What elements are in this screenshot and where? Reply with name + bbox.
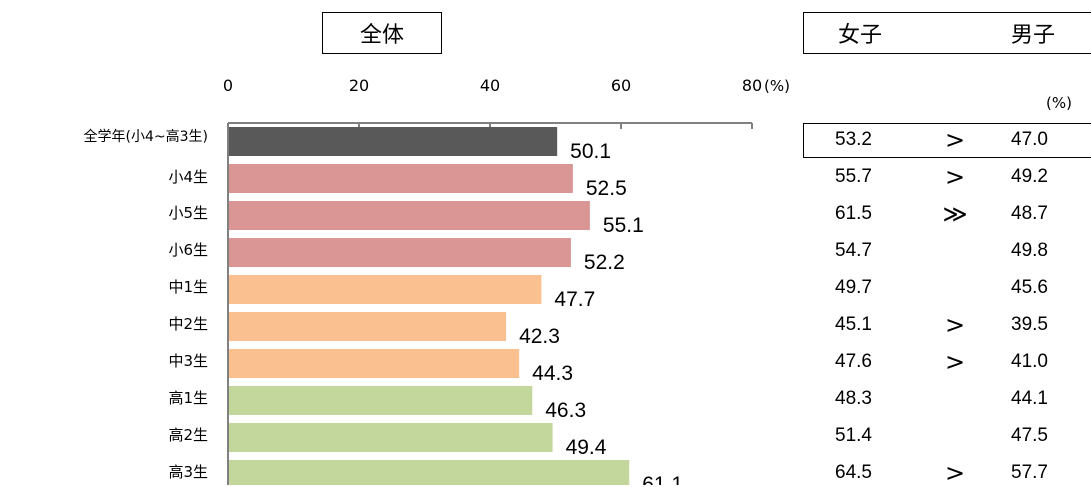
bar — [229, 386, 533, 415]
category-label: 小4生 — [168, 168, 208, 186]
bar — [229, 423, 553, 452]
overall-header-label: 全体 — [359, 23, 404, 48]
category-label: 高1生 — [168, 389, 208, 407]
boys-value: 45.6 — [1011, 277, 1048, 298]
bar-layer — [229, 127, 630, 485]
category-label: 小5生 — [168, 204, 208, 222]
girls-value: 49.7 — [835, 277, 872, 298]
girls-header-label: 女子 — [838, 23, 883, 48]
bar-value-label: 47.7 — [554, 288, 595, 311]
boys-value: 44.1 — [1011, 388, 1048, 409]
boys-value: 57.7 — [1011, 462, 1048, 483]
bar-value-label: 61.1 — [642, 473, 683, 485]
overall-header: 全体 — [322, 12, 442, 54]
comparison-symbol: > — [944, 126, 966, 154]
girls-value: 64.5 — [835, 462, 872, 483]
category-label: 中2生 — [168, 315, 208, 333]
category-label: 中3生 — [168, 352, 208, 370]
value-label-layer: 50.1 52.5 55.1 52.2 47.7 42.3 44.3 46.3 49.4 61.1 — [519, 140, 683, 485]
bar-value-label: 52.2 — [584, 251, 625, 274]
bar-value-label: 46.3 — [545, 399, 586, 422]
axis-tick-label-20: 20 — [348, 76, 370, 95]
category-label: 全学年(小4~高3生) — [83, 129, 208, 145]
bar-value-label: 52.5 — [586, 177, 627, 200]
boys-value: 48.7 — [1011, 203, 1048, 224]
girls-value: 51.4 — [835, 425, 872, 446]
boys-value: 49.8 — [1011, 240, 1048, 261]
bar-value-label: 49.4 — [566, 436, 607, 459]
comparison-table-first-row-box — [803, 123, 1091, 158]
axis-tick-label-80: 80 — [741, 76, 763, 95]
axis-tick-label-60: 60 — [610, 76, 632, 95]
comparison-symbol: ≫ — [942, 200, 968, 228]
bar-value-label: 50.1 — [570, 140, 611, 163]
axis-unit-label: (%) — [764, 77, 790, 95]
bar — [229, 349, 520, 378]
bar-value-label: 42.3 — [519, 325, 560, 348]
gender-header: 女子 男子 — [803, 12, 1091, 54]
category-label: 中1生 — [168, 278, 208, 296]
girls-value: 45.1 — [835, 314, 872, 335]
girls-value: 53.2 — [835, 129, 872, 150]
comparison-symbol: > — [944, 311, 966, 339]
category-label: 高2生 — [168, 426, 208, 444]
comparison-symbol: > — [944, 163, 966, 191]
bar — [229, 275, 542, 304]
boys-value: 41.0 — [1011, 351, 1048, 372]
bar — [229, 127, 558, 156]
boys-header-label: 男子 — [1011, 23, 1056, 48]
girls-value: 54.7 — [835, 240, 872, 261]
comparison-symbol: > — [944, 459, 966, 487]
bar — [229, 460, 630, 485]
bar-value-label: 55.1 — [603, 214, 644, 237]
boys-value: 49.2 — [1011, 166, 1048, 187]
bar-value-label: 44.3 — [532, 362, 573, 385]
girls-value: 55.7 — [835, 166, 872, 187]
axis-tick-label-0: 0 — [222, 76, 234, 95]
girls-value: 48.3 — [835, 388, 872, 409]
boys-value: 47.0 — [1011, 129, 1048, 150]
category-label: 小6生 — [168, 241, 208, 259]
girls-value: 47.6 — [835, 351, 872, 372]
bar — [229, 164, 573, 193]
bar — [229, 201, 590, 230]
comparison-symbol: > — [944, 348, 966, 376]
boys-value: 47.5 — [1011, 425, 1048, 446]
boys-value: 39.5 — [1011, 314, 1048, 335]
category-label: 高3生 — [168, 463, 208, 481]
bar — [229, 312, 507, 341]
bar — [229, 238, 571, 267]
table-unit-label: (%) — [1046, 94, 1072, 112]
girls-value: 61.5 — [835, 203, 872, 224]
axis-tick-label-40: 40 — [479, 76, 501, 95]
